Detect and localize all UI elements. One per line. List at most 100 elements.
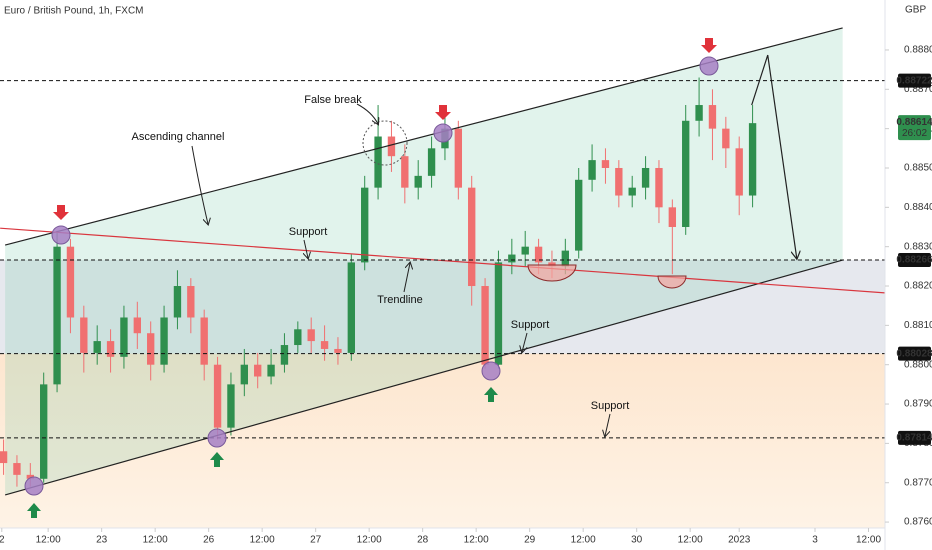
pointer <box>605 413 611 436</box>
touch-marker <box>24 476 44 496</box>
candle-body <box>187 286 195 318</box>
candle-body <box>722 128 730 149</box>
candle-body <box>561 250 570 267</box>
candle-body <box>521 246 529 255</box>
forecast-path <box>751 54 797 258</box>
candle-body <box>280 345 289 365</box>
candle-body <box>494 262 503 365</box>
candle-body <box>200 317 208 365</box>
annotation: False break <box>304 94 362 106</box>
candle-body <box>361 187 369 263</box>
pointer <box>403 263 410 293</box>
candle-body <box>307 329 315 342</box>
candle-body <box>240 364 249 385</box>
pointer <box>191 145 208 224</box>
y-tick-label: 0.88800 <box>904 45 932 56</box>
candle-body <box>26 474 34 479</box>
candle-body <box>748 123 757 196</box>
candle-body <box>548 262 556 267</box>
candle-body <box>254 364 262 377</box>
level-label: 0.87814 <box>896 433 932 444</box>
candle-body <box>708 105 717 129</box>
x-tick-label: 12:00 <box>250 535 275 546</box>
channel-lower <box>4 259 843 496</box>
x-tick-label: 23 <box>96 535 108 546</box>
annotation: Ascending channel <box>132 131 225 143</box>
candle-body <box>53 246 61 385</box>
down-arrow <box>435 105 451 120</box>
candle-body <box>508 254 516 263</box>
candle-body <box>133 317 141 334</box>
false-break-circle <box>362 120 408 166</box>
candle-body <box>374 136 382 188</box>
candle-body <box>267 364 275 377</box>
candle-body <box>147 333 155 365</box>
touch-marker <box>481 361 501 381</box>
annotation: Support <box>591 400 630 412</box>
level-badge <box>898 430 931 445</box>
candle-body <box>347 262 356 353</box>
candle-body <box>468 187 476 287</box>
candle-body <box>66 246 75 318</box>
x-tick-label: 12:00 <box>856 535 881 546</box>
candle-body <box>695 105 703 121</box>
currency: GBP <box>905 5 926 16</box>
candle-body <box>534 246 543 263</box>
touch-marker <box>207 428 227 448</box>
level-badge <box>898 253 931 268</box>
candle-body <box>334 348 342 353</box>
up-arrow <box>210 452 224 467</box>
x-tick-label: 26 <box>203 535 215 546</box>
x-tick-label: 27 <box>310 535 322 546</box>
up-arrow <box>27 503 41 518</box>
x-tick-label: 12:00 <box>143 535 168 546</box>
chart-title: Euro / British Pound, 1h, FXCM <box>4 6 144 17</box>
countdown: 26:02 <box>902 128 927 139</box>
down-arrow <box>701 38 717 53</box>
last-price-label: 0.88614 <box>896 117 932 128</box>
candle-body <box>294 329 302 346</box>
candle-body <box>387 136 396 157</box>
candle-body <box>320 341 329 349</box>
candle-body <box>615 167 623 196</box>
candle-body <box>80 317 88 353</box>
candle-body <box>668 207 677 228</box>
candle-body <box>93 341 101 353</box>
candle-body <box>588 160 596 180</box>
x-tick-label: 2 <box>0 535 5 546</box>
x-tick-label: 12:00 <box>36 535 61 546</box>
price-axis-panel <box>885 0 932 550</box>
candle-body <box>481 286 489 365</box>
x-tick-label: 28 <box>417 535 429 546</box>
candle-body <box>628 187 636 196</box>
candle-body <box>454 128 463 188</box>
trendline <box>0 227 926 297</box>
candle-body <box>213 364 222 428</box>
candle-body <box>106 341 115 357</box>
level-label: 0.88028 <box>896 348 932 359</box>
candle-body <box>160 317 168 365</box>
decorations <box>24 38 719 518</box>
level-label: 0.88266 <box>896 255 932 266</box>
pointer <box>522 332 528 352</box>
rounded-bottom <box>527 264 577 282</box>
candle-body <box>414 175 422 188</box>
candle-body <box>120 317 128 357</box>
annotation: Trendline <box>377 294 422 306</box>
lower-zone <box>0 353 885 528</box>
candle-body <box>173 286 182 318</box>
x-tick-label: 29 <box>524 535 536 546</box>
last-price-badge <box>898 115 931 141</box>
candle-body <box>13 463 21 475</box>
down-arrow <box>53 205 69 220</box>
annotation: Support <box>289 226 328 238</box>
level-badge <box>898 346 931 361</box>
